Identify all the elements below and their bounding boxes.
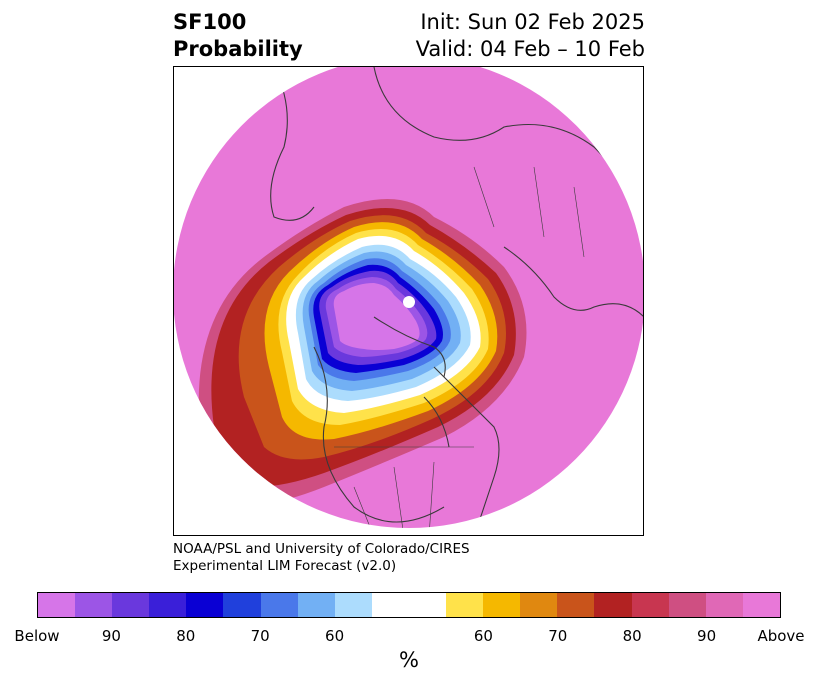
colorbar-segment: [631, 593, 669, 617]
credit-line-1: NOAA/PSL and University of Colorado/CIRE…: [173, 541, 470, 557]
north-pole-marker: [403, 296, 415, 308]
colorbar-segment: [186, 593, 224, 617]
borders: [334, 166, 585, 528]
map-title: SF100 Probability: [173, 9, 303, 63]
colorbar-segment: [334, 593, 372, 617]
colorbar-segment: [594, 593, 632, 617]
colorbar-segment: [75, 593, 113, 617]
colorbar-segment: [483, 593, 521, 617]
colorbar-tick-label: 70: [250, 627, 270, 645]
title-field: Probability: [173, 37, 303, 61]
colorbar-segment: [742, 593, 780, 617]
colorbar-tick-label: 70: [548, 627, 568, 645]
coast-arctic-islands: [373, 316, 446, 378]
colorbar-segment: [705, 593, 743, 617]
colorbar: [37, 592, 781, 618]
border-eurasia: [473, 166, 585, 258]
polar-map: [174, 67, 643, 528]
colorbar-segment: [668, 593, 706, 617]
colorbar-tick-label: 80: [622, 627, 642, 645]
coast-north-america-west: [313, 346, 445, 523]
colorbar-segment: [520, 593, 558, 617]
coast-north-america-east: [433, 366, 500, 528]
title-variable: SF100: [173, 10, 247, 34]
colorbar-tick-label: Below: [14, 627, 60, 645]
colorbar-tick-label: 80: [176, 627, 196, 645]
colorbar-tick-label: Above: [757, 627, 805, 645]
colorbar-tick-label: 90: [697, 627, 717, 645]
colorbar-segment: [371, 593, 447, 617]
init-date: Init: Sun 02 Feb 2025: [420, 10, 645, 34]
colorbar-segment: [223, 593, 261, 617]
credit-line-2: Experimental LIM Forecast (v2.0): [173, 558, 397, 574]
probability-field: [174, 67, 643, 528]
coast-europe: [270, 67, 315, 221]
colorbar-segment: [38, 593, 76, 617]
colorbar-tick-label: 60: [473, 627, 493, 645]
colorbar-tick-label: 60: [325, 627, 345, 645]
colorbar-segment: [112, 593, 150, 617]
valid-range: Valid: 04 Feb – 10 Feb: [415, 37, 645, 61]
coast-hudson-bay: [423, 396, 450, 448]
colorbar-segment: [446, 593, 484, 617]
map-panel: [173, 66, 644, 536]
coast-east-asia: [503, 246, 643, 318]
colorbar-segment: [297, 593, 335, 617]
colorbar-tick-label: 90: [101, 627, 121, 645]
forecast-dates: Init: Sun 02 Feb 2025 Valid: 04 Feb – 10…: [416, 9, 645, 63]
colorbar-segment: [260, 593, 298, 617]
colorbar-unit-label: %: [399, 648, 419, 672]
colorbar-segment: [557, 593, 595, 617]
credit-text: NOAA/PSL and University of Colorado/CIRE…: [173, 541, 470, 575]
below-band-core: [333, 283, 420, 350]
border-us-states: [353, 461, 435, 528]
colorbar-segment: [149, 593, 187, 617]
